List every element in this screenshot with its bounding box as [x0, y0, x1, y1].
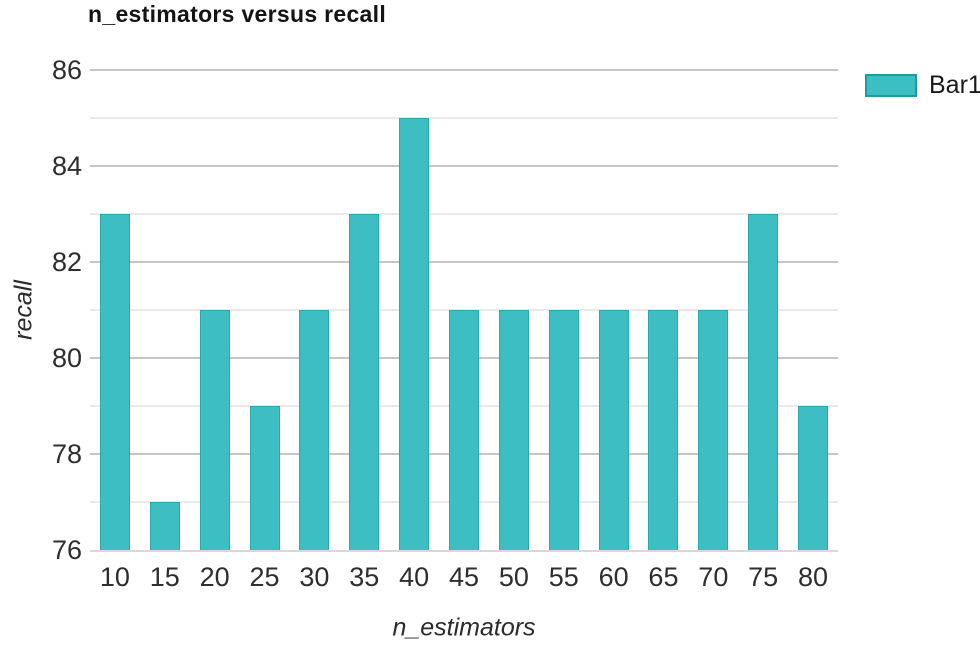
- bar-15: [149, 502, 180, 550]
- x-axis-title: n_estimators: [392, 613, 536, 642]
- bar-60: [598, 310, 629, 550]
- x-tick-label-45: 45: [448, 562, 480, 592]
- bar-10: [99, 214, 130, 550]
- x-tick-label-60: 60: [598, 562, 629, 592]
- y-tick-label-84: 84: [51, 151, 82, 181]
- gridline-82: [90, 261, 838, 263]
- x-tick-label-50: 50: [498, 562, 529, 592]
- x-tick-label-15: 15: [149, 562, 180, 592]
- x-tick-label-80: 80: [798, 562, 829, 592]
- bar-75: [748, 214, 779, 550]
- x-tick-label-55: 55: [548, 562, 579, 592]
- x-tick-label-20: 20: [199, 562, 230, 592]
- gridline-86: [90, 69, 838, 71]
- gridline-84: [90, 165, 838, 167]
- gridline-83: [90, 213, 838, 215]
- bar-65: [648, 310, 679, 550]
- bar-45: [449, 310, 479, 550]
- x-tick-label-35: 35: [349, 562, 380, 592]
- legend-swatch: [865, 74, 917, 97]
- x-tick-label-30: 30: [299, 562, 330, 592]
- x-tick-label-40: 40: [399, 562, 430, 592]
- bar-20: [199, 310, 230, 550]
- bar-40: [399, 118, 430, 550]
- y-tick-label-80: 80: [51, 343, 82, 373]
- bar-80: [798, 406, 829, 550]
- y-tick-label-76: 76: [51, 535, 82, 565]
- x-tick-label-70: 70: [698, 562, 729, 592]
- legend-label: Bar1: [929, 71, 980, 99]
- y-tick-label-86: 86: [51, 55, 82, 85]
- bar-70: [698, 310, 729, 550]
- gridline-85: [90, 117, 838, 119]
- x-tick-label-65: 65: [648, 562, 679, 592]
- plot-area: [90, 69, 838, 552]
- bar-50: [498, 310, 529, 550]
- y-tick-label-78: 78: [51, 439, 82, 469]
- bar-55: [548, 310, 579, 550]
- bar-25: [249, 406, 280, 550]
- bar-30: [299, 310, 330, 550]
- legend: Bar1: [865, 71, 980, 100]
- x-tick-label-75: 75: [748, 562, 779, 592]
- bar-35: [349, 214, 380, 550]
- x-tick-label-25: 25: [249, 562, 280, 592]
- y-axis-title: recall: [9, 280, 38, 340]
- y-tick-label-82: 82: [51, 247, 82, 277]
- x-tick-label-10: 10: [99, 562, 130, 592]
- chart-title: n_estimators versus recall: [88, 1, 387, 27]
